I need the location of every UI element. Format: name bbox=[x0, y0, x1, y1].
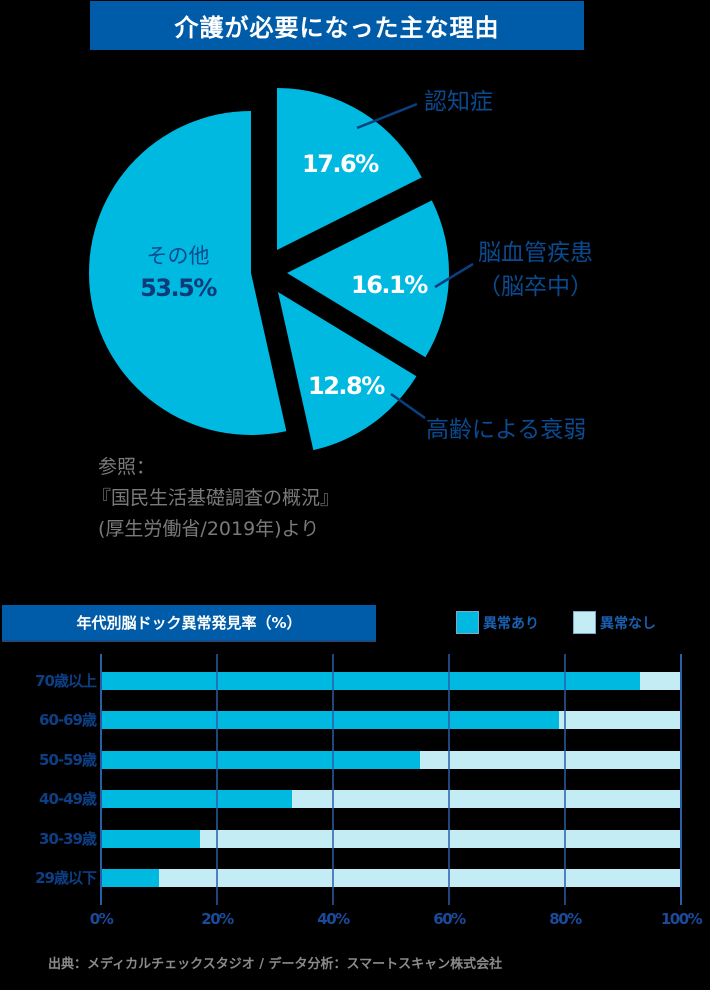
legend-abnormal-label: 異常あり bbox=[483, 615, 539, 632]
x-tick-label: 100% bbox=[660, 910, 703, 928]
slice-dementia-value: 17.6% bbox=[302, 150, 379, 178]
bar-row-label: 60-69歳 bbox=[39, 711, 97, 729]
leader-frailty bbox=[390, 392, 426, 420]
bar-row-label: 30-39歳 bbox=[39, 830, 97, 848]
bar-row-label: 40-49歳 bbox=[39, 790, 97, 808]
label-frailty: 高齢による衰弱 bbox=[426, 417, 587, 443]
slice-stroke-value: 16.1% bbox=[351, 271, 428, 299]
label-stroke-line1: 脳血管疾患 bbox=[478, 240, 593, 266]
slice-other bbox=[89, 111, 287, 435]
bar-normal bbox=[159, 869, 681, 887]
bar-row: 40-49歳 bbox=[0, 790, 710, 808]
bar-normal bbox=[292, 790, 681, 808]
bar-normal bbox=[199, 830, 681, 848]
label-stroke-line2: （脳卒中） bbox=[478, 274, 593, 300]
bar-row-label: 50-59歳 bbox=[39, 751, 97, 769]
bar-abnormal bbox=[101, 869, 159, 887]
bar-row: 29歳以下 bbox=[0, 869, 710, 887]
legend-swatch-normal-icon bbox=[573, 611, 596, 634]
legend-abnormal: 異常あり bbox=[456, 611, 539, 634]
legend-swatch-abnormal-icon bbox=[456, 611, 479, 634]
bar-row: 60-69歳 bbox=[0, 711, 710, 729]
x-tick-label: 80% bbox=[549, 910, 582, 928]
slice-dementia bbox=[277, 88, 422, 250]
bar-abnormal bbox=[101, 711, 560, 729]
label-stroke: 脳血管疾患 （脳卒中） bbox=[478, 236, 593, 304]
reference-line2: 『国民生活基礎調査の概況』 bbox=[92, 487, 340, 509]
pie-chart bbox=[89, 88, 474, 451]
reference-note: 参照： 『国民生活基礎調査の概況』 (厚生労働省/2019年)より bbox=[92, 452, 339, 545]
gridline bbox=[680, 654, 682, 905]
gridline bbox=[332, 654, 334, 905]
slice-frailty bbox=[278, 292, 417, 451]
bar-abnormal bbox=[101, 751, 420, 769]
reference-line3: (厚生労働省/2019年)より bbox=[98, 518, 320, 540]
gridline bbox=[564, 654, 566, 905]
reference-line1: 参照： bbox=[98, 456, 156, 478]
bar-row: 70歳以上 bbox=[0, 672, 710, 690]
source-note: 出典：メディカルチェックスタジオ / データ分析：スマートスキャン株式会社 bbox=[48, 957, 503, 972]
gridline bbox=[100, 654, 102, 905]
x-tick-label: 0% bbox=[89, 910, 114, 928]
bar-normal bbox=[640, 672, 681, 690]
slice-frailty-value: 12.8% bbox=[308, 372, 385, 400]
slice-other-name: その他 bbox=[146, 244, 210, 268]
leader-stroke bbox=[434, 262, 474, 289]
bar-row: 30-39歳 bbox=[0, 830, 710, 848]
leader-dementia bbox=[356, 102, 418, 130]
slice-other-value: 53.5% bbox=[140, 274, 217, 302]
bar-chart-title: 年代別脳ドック異常発見率（%） bbox=[2, 605, 376, 642]
bar-normal bbox=[420, 751, 681, 769]
pie-chart-title: 介護が必要になった主な理由 bbox=[90, 1, 584, 50]
legend-normal-label: 異常なし bbox=[600, 615, 656, 632]
bar-abnormal bbox=[101, 790, 293, 808]
x-tick-label: 40% bbox=[317, 910, 350, 928]
bar-abnormal bbox=[101, 830, 200, 848]
bar-row: 50-59歳 bbox=[0, 751, 710, 769]
gridline bbox=[216, 654, 218, 905]
legend-normal: 異常なし bbox=[573, 611, 656, 634]
slice-other-label: その他 53.5% bbox=[132, 240, 224, 302]
label-dementia: 認知症 bbox=[424, 89, 493, 115]
slice-stroke bbox=[287, 200, 449, 358]
bar-row-label: 70歳以上 bbox=[35, 672, 97, 690]
gridline bbox=[448, 654, 450, 905]
x-tick-label: 20% bbox=[201, 910, 234, 928]
bar-normal bbox=[559, 711, 681, 729]
x-tick-label: 60% bbox=[433, 910, 466, 928]
bar-abnormal bbox=[101, 672, 641, 690]
bar-row-label: 29歳以下 bbox=[35, 869, 97, 887]
